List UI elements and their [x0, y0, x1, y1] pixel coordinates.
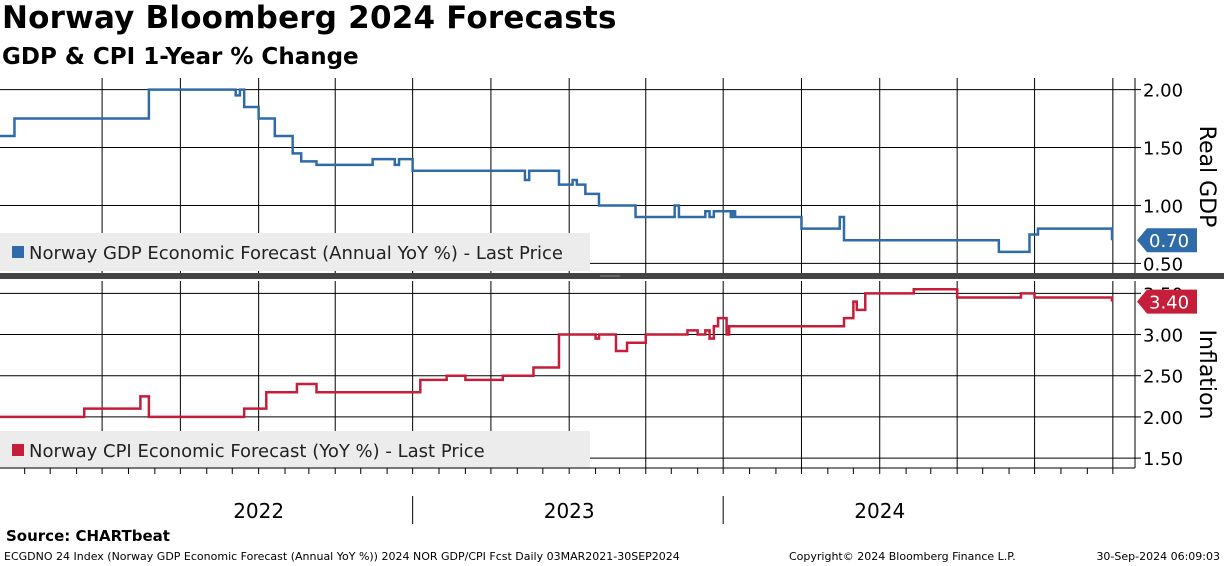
y-axis-label: Real GDP [1194, 126, 1219, 228]
last-value-tag [1137, 289, 1197, 314]
source-label: Source: CHARTbeat [6, 527, 170, 545]
footer-index-description: ECGDNO 24 Index (Norway GDP Economic For… [4, 550, 680, 563]
legend-box [0, 233, 590, 271]
last-value-label: 3.40 [1149, 293, 1189, 314]
last-value-tag [1137, 228, 1197, 253]
series-line [0, 88, 1114, 254]
legend-label: Norway GDP Economic Forecast (Annual YoY… [29, 243, 563, 264]
y-tick-label: 2.50 [1143, 367, 1183, 388]
series-line [0, 287, 1114, 419]
chart-subtitle: GDP & CPI 1-Year % Change [2, 44, 359, 70]
legend-label: Norway CPI Economic Forecast (YoY %) - L… [29, 441, 485, 462]
footer-timestamp: 30-Sep-2024 06:09:03 [1096, 550, 1220, 563]
y-axis-label: Inflation [1194, 330, 1219, 420]
y-tick-label: 0.50 [1143, 254, 1183, 275]
y-tick-label: 1.50 [1143, 139, 1183, 160]
legend-swatch [12, 246, 24, 258]
y-tick-label: 2.00 [1143, 81, 1183, 102]
y-tick-label: 1.50 [1143, 449, 1183, 470]
last-value-label: 0.70 [1149, 231, 1189, 252]
y-tick-label: 1.00 [1143, 196, 1183, 217]
y-tick-label: 2.00 [1143, 408, 1183, 429]
footer-copyright: Copyright© 2024 Bloomberg Finance L.P. [789, 550, 1016, 563]
y-tick-label: 3.00 [1143, 326, 1183, 347]
x-tick-label: 2023 [544, 499, 595, 523]
x-tick-label: 2022 [233, 499, 284, 523]
chart-title: Norway Bloomberg 2024 Forecasts [2, 0, 617, 36]
legend-box [0, 431, 590, 469]
x-tick-label: 2024 [854, 499, 905, 523]
legend-swatch [12, 444, 24, 456]
